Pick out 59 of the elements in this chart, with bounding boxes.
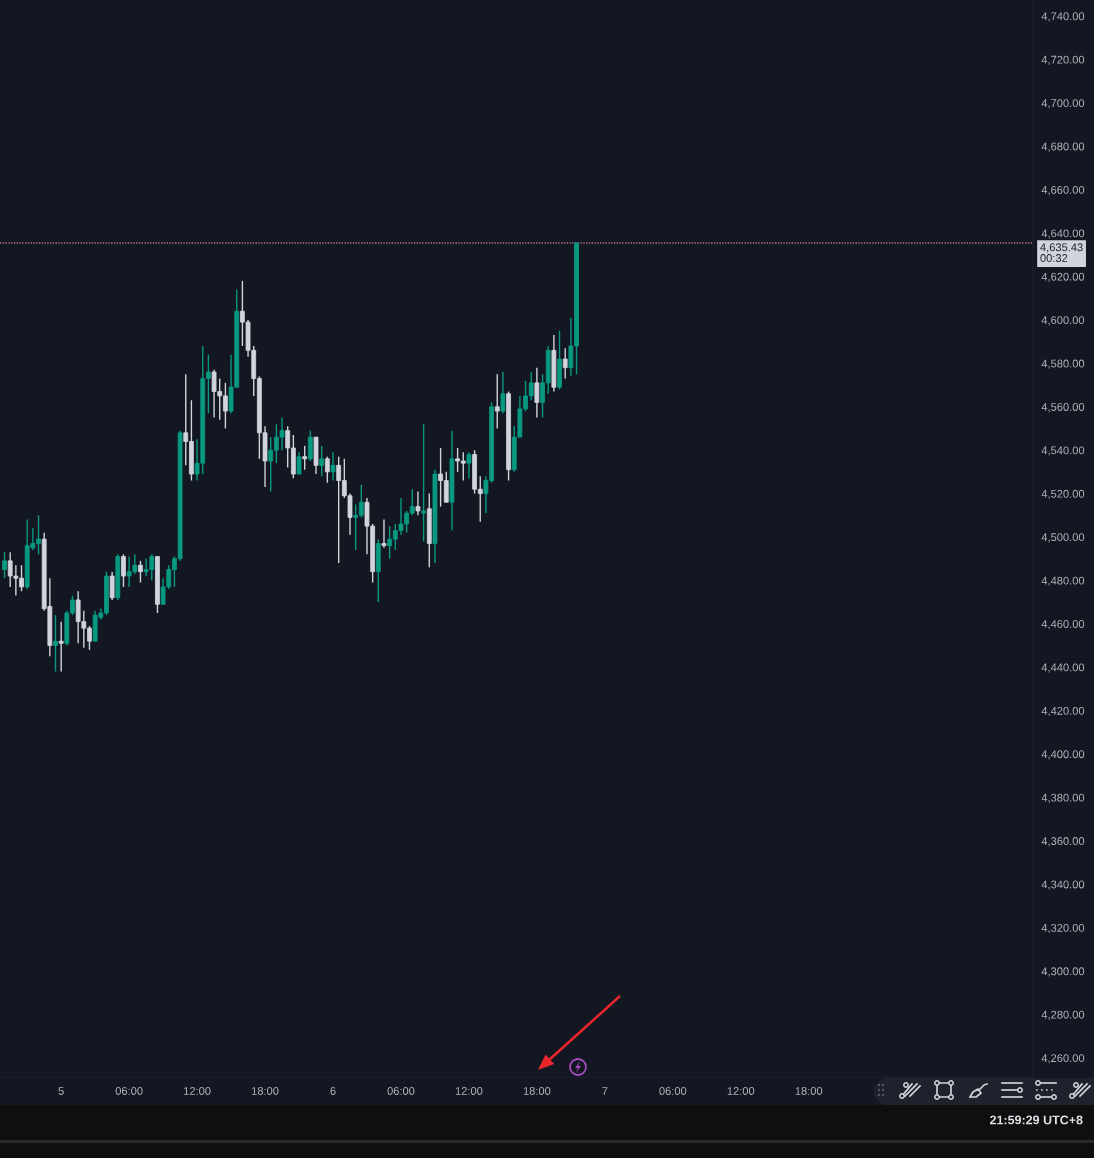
- y-tick-label: 4,420.00: [1041, 706, 1085, 717]
- candlestick: [562, 347, 568, 380]
- y-tick-label: 4,740.00: [1041, 12, 1085, 22]
- y-tick-label: 4,340.00: [1041, 880, 1085, 890]
- candlestick: [58, 620, 64, 673]
- y-tick-label: 4,600.00: [1041, 316, 1085, 326]
- y-tick-label: 4,260.00: [1041, 1054, 1085, 1064]
- y-tick-label: 4,700.00: [1041, 99, 1085, 109]
- y-tick-label: 4,500.00: [1041, 533, 1085, 543]
- y-tick-label: 4,620.00: [1041, 272, 1085, 282]
- y-tick-label: 4,400.00: [1041, 750, 1085, 760]
- y-tick-label: 4,320.00: [1041, 923, 1085, 934]
- x-tick-label: 06:00: [387, 1087, 415, 1095]
- candlestick: [324, 455, 330, 484]
- ref-line-label: 4,635.43 00:32: [1040, 243, 1083, 262]
- y-tick-label: 4,460.00: [1041, 620, 1085, 630]
- x-tick-label: 7: [602, 1087, 608, 1095]
- candlestick: [138, 560, 143, 584]
- candlestick: [121, 553, 126, 588]
- y-tick-label: 4,720.00: [1041, 55, 1085, 65]
- x-tick-label: 18:00: [251, 1087, 279, 1095]
- candlestick: [466, 451, 472, 480]
- x-tick-label: 5: [58, 1087, 64, 1095]
- x-tick-label: 18:00: [523, 1087, 551, 1095]
- candlestick: [415, 490, 421, 516]
- x-tick-label: 18:00: [795, 1087, 823, 1095]
- candlestick: [296, 451, 302, 475]
- candlestick: [330, 451, 336, 482]
- x-tick-label: 6: [330, 1087, 336, 1095]
- candlestick: [53, 614, 58, 673]
- candlestick: [302, 445, 308, 471]
- candlestick: [381, 518, 387, 549]
- candlestick: [109, 571, 115, 601]
- y-tick-label: 4,520.00: [1041, 489, 1085, 500]
- y-tick-label: 4,440.00: [1041, 663, 1085, 673]
- candlestick: [494, 373, 500, 430]
- y-tick-label: 4,660.00: [1041, 185, 1085, 196]
- candlestick: [534, 366, 540, 419]
- y-tick-label: 4,540.00: [1041, 446, 1085, 456]
- y-tick-label: 4,560.00: [1041, 403, 1085, 413]
- candlestick: [500, 371, 506, 414]
- candlestick: [421, 423, 427, 543]
- x-tick-label: 12:00: [727, 1087, 755, 1095]
- candlestick: [319, 445, 325, 477]
- y-tick-label: 4,580.00: [1041, 359, 1085, 369]
- candlestick: [307, 429, 313, 462]
- text: 21:59:29 UTC+8: [989, 1115, 1083, 1125]
- x-tick-label: 06:00: [659, 1087, 687, 1095]
- y-tick-label: 4,300.00: [1041, 967, 1085, 977]
- y-tick-label: 4,680.00: [1041, 142, 1085, 152]
- y-tick-label: 4,480.00: [1041, 576, 1085, 586]
- y-tick-label: 4,640.00: [1041, 229, 1085, 239]
- y-tick-label: 4,360.00: [1041, 837, 1085, 847]
- y-tick-label: 4,380.00: [1041, 793, 1085, 803]
- y-tick-label: 4,280.00: [1041, 1010, 1085, 1020]
- x-tick-label: 12:00: [455, 1087, 483, 1095]
- x-tick-label: 06:00: [115, 1087, 143, 1095]
- candlestick: [2, 551, 7, 579]
- x-tick-label: 12:00: [184, 1087, 211, 1095]
